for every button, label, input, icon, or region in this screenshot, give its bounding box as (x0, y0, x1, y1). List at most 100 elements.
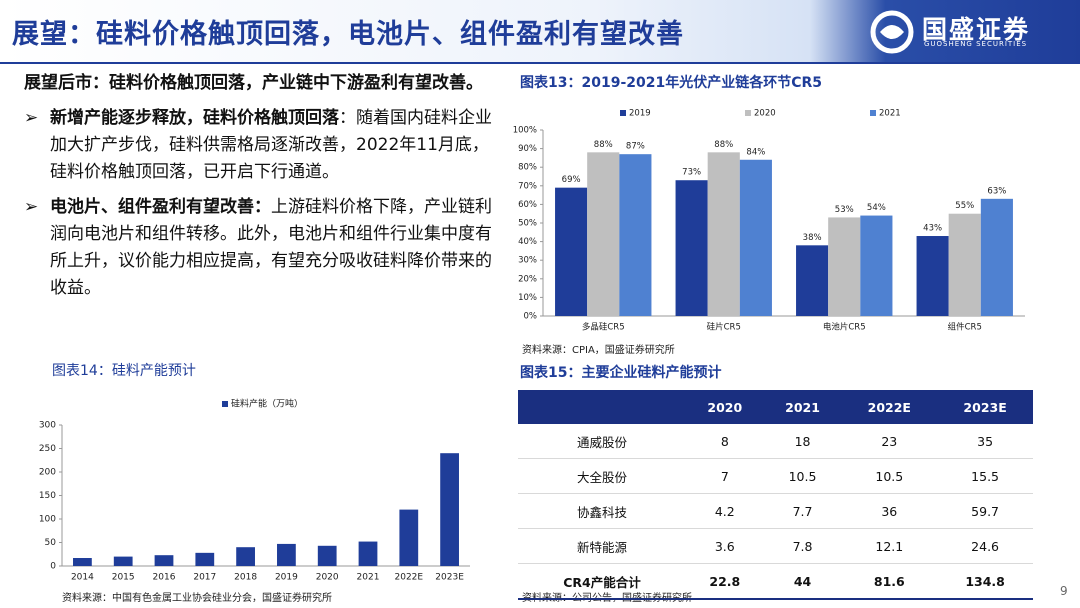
y-tick-label: 90% (518, 144, 537, 154)
x-tick-label: 组件CR5 (948, 322, 982, 333)
value-label: 73% (682, 168, 701, 178)
bullet: 电池片、组件盈利有望改善：上游硅料价格下降，产业链利润向电池片和组件转移。此外，… (24, 194, 502, 302)
bar (358, 541, 378, 566)
x-tick-label: 2017 (193, 573, 216, 583)
bar (73, 558, 92, 566)
header-cell: 2023E (937, 390, 1033, 424)
cell: 59.7 (937, 493, 1033, 529)
row-label: 通威股份 (518, 424, 686, 459)
x-tick-label: 2019 (275, 573, 298, 583)
slide-title: 展望：硅料价格触顶回落，电池片、组件盈利有望改善 (12, 19, 684, 50)
legend-swatch (745, 110, 751, 116)
logo: 国盛证券 GUOSHENG SECURITIES (870, 10, 1060, 54)
table-row: CR4产能合计 22.8 44 81.6 134.8 (518, 563, 1033, 600)
bullet-text: ：随着国内硅料企业加大扩产步伐，硅料供需格局逐渐改善，2022年11月底，硅料价… (50, 108, 492, 182)
logo-icon (870, 10, 914, 54)
row-label: 大全股份 (518, 458, 686, 494)
bar (154, 555, 174, 566)
value-label: 38% (803, 233, 822, 243)
cell: 36 (841, 493, 938, 529)
cell: 35 (937, 424, 1033, 459)
y-tick-label: 20% (518, 274, 537, 284)
x-tick-label: 2014 (71, 573, 94, 583)
cell: 4.2 (685, 493, 764, 529)
outlook-text: 展望后市：硅料价格触顶回落，产业链中下游盈利有望改善。 新增产能逐步释放，硅料价… (24, 70, 502, 310)
legend-swatch (620, 110, 626, 116)
y-tick-label: 0 (50, 562, 56, 572)
x-tick-label: 2018 (234, 573, 257, 583)
y-tick-label: 150 (39, 491, 56, 501)
bar (828, 217, 861, 316)
y-tick-label: 200 (39, 468, 56, 478)
logo-text: 国盛证券 (922, 15, 1031, 44)
header-cell: 2020 (685, 390, 764, 424)
cell: 44 (763, 563, 842, 600)
y-tick-label: 60% (518, 200, 537, 210)
x-tick-label: 2023E (435, 573, 464, 583)
value-label: 54% (867, 203, 886, 213)
y-tick-label: 100 (39, 515, 56, 525)
x-tick-label: 电池片CR5 (823, 322, 866, 333)
row-label: CR4产能合计 (518, 563, 686, 600)
bar (113, 556, 133, 566)
bar (860, 215, 893, 316)
legend-label: 硅料产能（万吨） (231, 398, 303, 410)
y-tick-label: 50 (45, 538, 57, 548)
y-tick-label: 30% (518, 256, 537, 266)
x-tick-label: 2021 (357, 573, 380, 583)
bar (980, 198, 1013, 316)
bar (948, 213, 981, 316)
legend-swatch (222, 401, 228, 407)
cell: 10.5 (763, 458, 842, 494)
y-tick-label: 100% (513, 126, 537, 136)
x-tick-label: 2016 (153, 573, 176, 583)
bar (277, 543, 296, 566)
value-label: 88% (594, 140, 613, 150)
value-label: 88% (714, 140, 733, 150)
header-cell (518, 390, 686, 424)
value-label: 69% (562, 175, 581, 185)
bullet: 新增产能逐步释放，硅料价格触顶回落：随着国内硅料企业加大扩产步伐，硅料供需格局逐… (24, 105, 502, 186)
cell: 12.1 (841, 528, 938, 564)
row-label: 新特能源 (518, 528, 686, 564)
x-tick-label: 2022E (395, 573, 424, 583)
bar (399, 509, 419, 566)
value-label: 87% (626, 142, 645, 152)
bar (675, 180, 708, 316)
bullet-bold: 电池片、组件盈利有望改善： (50, 197, 271, 217)
table-row: 新特能源 3.6 7.8 12.1 24.6 (518, 528, 1033, 564)
y-tick-label: 10% (518, 293, 537, 303)
x-tick-label: 硅片CR5 (707, 322, 741, 333)
legend-swatch (870, 110, 876, 116)
header-cell: 2022E (841, 390, 938, 424)
value-label: 55% (955, 201, 974, 211)
header-rule (0, 62, 1080, 64)
value-label: 43% (923, 224, 942, 234)
chart-title: 图表14：硅料产能预计 (52, 363, 196, 379)
page-number: 9 (1060, 584, 1068, 598)
chart-source: 资料来源：中国有色金属工业协会硅业分会，国盛证券研究所 (62, 593, 332, 604)
y-tick-label: 80% (518, 163, 537, 173)
cell: 81.6 (841, 563, 938, 600)
cell: 15.5 (937, 458, 1033, 494)
table-row: 协鑫科技 4.2 7.7 36 59.7 (518, 493, 1033, 529)
bar (587, 152, 620, 316)
cell: 24.6 (937, 528, 1033, 564)
x-tick-label: 多晶硅CR5 (582, 322, 625, 333)
bar (796, 245, 829, 316)
bar (619, 154, 652, 316)
cell: 10.5 (841, 458, 938, 494)
chart-source: 资料来源：CPIA，国盛证券研究所 (522, 345, 675, 356)
bullet-text: 上游硅料价格下降，产业链利润向电池片和组件转移。此外，电池片和组件行业集中度有所… (50, 197, 492, 298)
legend-label: 2021 (879, 109, 901, 119)
cell: 7.8 (763, 528, 842, 564)
logo-subtext: GUOSHENG SECURITIES (924, 40, 1028, 48)
table-header: 2020 2021 2022E 2023E (518, 390, 1033, 424)
cell: 22.8 (685, 563, 764, 600)
bar (195, 552, 215, 566)
cell: 7 (685, 458, 764, 494)
y-tick-label: 40% (518, 237, 537, 247)
bar (236, 547, 255, 566)
bar (440, 453, 459, 566)
y-tick-label: 50% (518, 219, 537, 229)
